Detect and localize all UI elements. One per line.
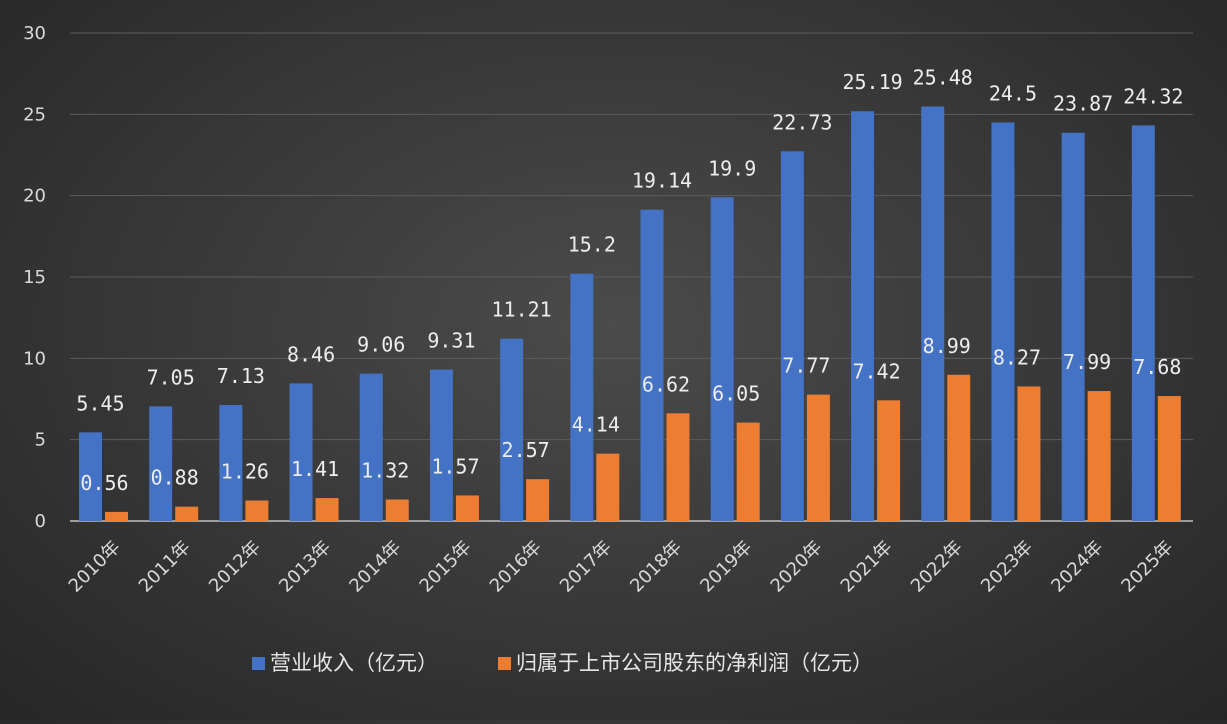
x-tick-label-8: 2018年: [626, 537, 686, 597]
data-label-profit-13: 8.27: [993, 345, 1041, 369]
bar-profit-5: [455, 495, 479, 521]
data-label-profit-4: 1.32: [361, 459, 409, 483]
bar-revenue-8: [640, 209, 664, 521]
x-tick-label-12: 2022年: [907, 537, 967, 597]
x-tick-label-6: 2016年: [486, 537, 546, 597]
data-label-revenue-10: 22.73: [772, 110, 832, 134]
data-label-revenue-7: 15.2: [568, 233, 616, 257]
data-label-revenue-9: 19.9: [708, 156, 756, 180]
bar-revenue-0: [79, 432, 102, 521]
x-tick-label-13: 2023年: [977, 537, 1037, 597]
legend-swatch-profit: [498, 657, 511, 670]
data-label-profit-11: 7.42: [852, 359, 900, 383]
data-label-profit-7: 4.14: [572, 413, 620, 437]
y-tick-label-0: 0: [35, 511, 46, 532]
bar-profit-13: [1017, 386, 1041, 521]
bar-revenue-7: [570, 273, 594, 521]
data-label-profit-6: 2.57: [502, 438, 550, 462]
x-tick-label-1: 2011年: [135, 537, 195, 597]
data-label-revenue-3: 8.46: [287, 342, 335, 366]
bar-revenue-9: [710, 197, 734, 521]
x-tick-label-11: 2021年: [837, 537, 897, 597]
bar-profit-14: [1087, 391, 1111, 521]
y-tick-label-15: 15: [23, 267, 46, 288]
data-label-revenue-2: 7.13: [217, 364, 265, 388]
y-tick-label-10: 10: [23, 348, 46, 369]
bar-revenue-13: [991, 122, 1015, 521]
bar-profit-0: [105, 511, 128, 521]
data-label-profit-2: 1.26: [221, 460, 269, 484]
x-tick-label-10: 2020年: [767, 537, 827, 597]
bar-profit-11: [877, 400, 901, 521]
bar-revenue-14: [1061, 132, 1085, 521]
bar-revenue-12: [921, 106, 945, 521]
x-tick-label-7: 2017年: [556, 537, 616, 597]
bar-profit-4: [385, 499, 409, 521]
data-label-profit-8: 6.62: [642, 372, 690, 396]
x-tick-label-2: 2012年: [205, 537, 265, 597]
data-label-profit-1: 0.88: [151, 466, 199, 490]
x-tick-label-14: 2024年: [1047, 537, 1107, 597]
legend-label-profit: 归属于上市公司股东的净利润（亿元）: [516, 651, 873, 675]
bar-profit-9: [736, 422, 760, 521]
bar-revenue-4: [359, 373, 383, 521]
bar-profit-15: [1157, 396, 1181, 521]
x-tick-label-3: 2013年: [275, 537, 335, 597]
legend-swatch-revenue: [252, 657, 265, 670]
bar-profit-1: [175, 506, 199, 521]
data-label-profit-5: 1.57: [431, 454, 479, 478]
data-label-profit-14: 7.99: [1063, 350, 1111, 374]
data-label-revenue-15: 24.32: [1123, 84, 1183, 108]
y-tick-label-30: 30: [23, 23, 46, 44]
data-label-revenue-14: 23.87: [1053, 92, 1113, 116]
x-tick-label-5: 2015年: [416, 537, 476, 597]
data-label-revenue-1: 7.05: [147, 365, 195, 389]
bar-profit-6: [526, 479, 550, 521]
data-label-revenue-4: 9.06: [357, 333, 405, 357]
bar-revenue-10: [780, 151, 804, 521]
bar-revenue-6: [500, 338, 524, 521]
bar-revenue-1: [149, 406, 173, 521]
data-label-revenue-13: 24.5: [989, 81, 1037, 105]
data-label-revenue-11: 25.19: [842, 70, 902, 94]
data-label-revenue-6: 11.21: [492, 298, 552, 322]
data-label-profit-0: 0.56: [80, 471, 128, 495]
bar-revenue-15: [1131, 125, 1155, 522]
x-tick-label-15: 2025年: [1117, 537, 1177, 597]
data-label-revenue-0: 5.45: [76, 391, 124, 415]
y-tick-label-25: 25: [23, 104, 46, 125]
data-label-revenue-8: 19.14: [632, 169, 692, 193]
data-label-revenue-12: 25.48: [913, 66, 973, 90]
x-tick-label-4: 2014年: [345, 537, 405, 597]
data-label-profit-9: 6.05: [712, 382, 760, 406]
x-tick-label-0: 2010年: [65, 537, 125, 597]
bar-profit-2: [245, 500, 269, 521]
bar-revenue-3: [289, 383, 313, 521]
data-label-profit-10: 7.77: [782, 354, 830, 378]
bar-profit-12: [947, 374, 971, 521]
bar-profit-8: [666, 413, 690, 521]
bar-revenue-5: [429, 369, 453, 521]
data-label-revenue-5: 9.31: [427, 329, 475, 353]
data-label-profit-12: 8.99: [923, 334, 971, 358]
data-label-profit-15: 7.68: [1133, 355, 1181, 379]
bar-revenue-11: [851, 111, 875, 521]
legend-label-revenue: 营业收入（亿元）: [270, 651, 438, 675]
y-tick-label-5: 5: [35, 430, 46, 451]
y-tick-label-20: 20: [23, 186, 46, 207]
bar-revenue-2: [219, 405, 243, 521]
bar-profit-3: [315, 498, 339, 521]
x-tick-label-9: 2019年: [696, 537, 756, 597]
bar-profit-7: [596, 453, 620, 521]
data-label-profit-3: 1.41: [291, 457, 339, 481]
bar-profit-10: [806, 394, 830, 521]
